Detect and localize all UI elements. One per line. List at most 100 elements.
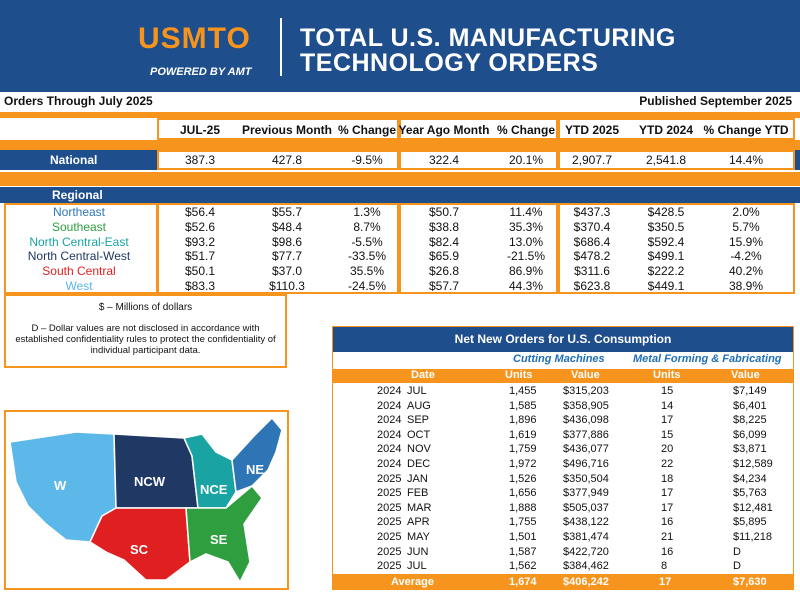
nno-col-units-2: Units xyxy=(653,369,681,381)
nno-cell-mv: D xyxy=(733,560,741,573)
nno-cell-mv: $4,234 xyxy=(733,472,767,485)
region-value: $48.4 xyxy=(271,219,303,234)
nno-cell-mu: 20 xyxy=(661,443,674,456)
nno-cell-cu: 1,587 xyxy=(509,545,537,558)
region-value: 35.3% xyxy=(508,219,544,234)
units-note: $ – Millions of dollars xyxy=(98,302,193,313)
nno-cell-cv: $381,474 xyxy=(563,531,609,543)
nno-cell-mu: 17 xyxy=(661,501,674,514)
region-name: Northeast xyxy=(52,205,106,219)
published-label: Published September 2025 xyxy=(639,94,792,108)
nno-cell-mv: $7,149 xyxy=(733,385,767,397)
column-header: % Change xyxy=(496,123,555,137)
nno-cell-cv: $358,905 xyxy=(563,399,609,412)
region-value: $55.7 xyxy=(271,205,303,219)
regional-box-ytd xyxy=(558,203,795,294)
map-region-label: NCW xyxy=(134,474,166,489)
region-value: -33.5% xyxy=(347,249,387,264)
regional-box-month xyxy=(157,203,399,294)
nno-cell-cu: 1,755 xyxy=(509,516,537,529)
nno-cell-cu: 1,656 xyxy=(509,487,537,500)
region-value: $370.4 xyxy=(573,219,611,234)
nno-cell-mu: 8 xyxy=(661,560,668,573)
notes-box: $ – Millions of dollars D – Dollar value… xyxy=(4,294,287,368)
map-region-label: NE xyxy=(246,462,265,477)
nno-cell-mu: 16 xyxy=(661,516,674,529)
national-value: 2,907.7 xyxy=(571,153,613,167)
region-name: South Central xyxy=(42,264,116,279)
nno-cell-month: APR xyxy=(407,516,430,529)
nno-col-date: Date xyxy=(411,369,435,381)
national-box-month xyxy=(157,150,399,170)
table-row: 2024 SEP 1,896 $436,098 17 $8,225 xyxy=(333,413,793,428)
national-value: 14.4% xyxy=(728,153,764,167)
nno-cell-mv: $8,225 xyxy=(733,414,767,427)
nno-cell-mv: $11,218 xyxy=(733,531,772,543)
nno-cell-cv: $496,716 xyxy=(563,458,609,470)
region-value: -21.5% xyxy=(506,249,546,264)
table-row: 2024 AUG 1,585 $358,905 14 $6,401 xyxy=(333,399,793,414)
nno-cell-mv: $5,895 xyxy=(733,516,767,529)
national-value: 427.8 xyxy=(271,153,303,167)
nno-cell-year: 2025 xyxy=(377,472,402,485)
nno-cell-year: 2024 xyxy=(377,458,402,470)
region-value: $56.4 xyxy=(184,205,216,219)
region-value: $52.6 xyxy=(184,219,216,234)
nno-cell-mv: $5,763 xyxy=(733,487,767,500)
column-header: % Change YTD xyxy=(703,123,789,137)
nno-cell-cu: 1,888 xyxy=(509,501,537,514)
nno-cell-mv: $12,589 xyxy=(733,458,773,470)
nno-cell-year: 2024 xyxy=(377,385,402,397)
region-value: -4.2% xyxy=(730,249,762,264)
regional-band xyxy=(0,187,800,203)
region-value: $82.4 xyxy=(428,234,460,249)
nno-cell-cu: 1,759 xyxy=(509,443,537,456)
regional-box-year-ago xyxy=(399,203,558,294)
region-value: $311.6 xyxy=(574,264,610,279)
table-row: 2025 APR 1,755 $438,122 16 $5,895 xyxy=(333,515,793,530)
nno-cell-mv: $6,401 xyxy=(733,399,767,412)
region-value: -5.5% xyxy=(351,234,383,249)
usmto-logo: USMTO xyxy=(138,22,251,55)
nno-cell-cv: $350,504 xyxy=(563,472,609,485)
region-name: North Central-West xyxy=(27,249,131,264)
region-value: $50.7 xyxy=(428,205,460,219)
region-value: $57.7 xyxy=(428,279,460,293)
nno-cell-mu: 15 xyxy=(661,428,674,441)
nno-cell-year: 2025 xyxy=(377,487,402,500)
region-value: $50.1 xyxy=(184,264,216,279)
avg-label: Average xyxy=(391,576,435,588)
nno-cell-year: 2024 xyxy=(377,414,402,427)
region-value: 5.7% xyxy=(732,219,760,234)
region-value: 44.3% xyxy=(508,279,544,293)
orange-band-top xyxy=(0,112,800,118)
column-header: Previous Month xyxy=(241,123,332,137)
nno-cell-year: 2025 xyxy=(377,545,402,558)
nno-cell-mu: 17 xyxy=(661,414,674,427)
nno-column-header: Date Units Value Units Value xyxy=(333,369,793,383)
nno-cell-month: FEB xyxy=(407,487,429,500)
nno-cell-mv: $3,871 xyxy=(733,443,767,456)
nno-cell-year: 2025 xyxy=(377,501,402,514)
national-value: -9.5% xyxy=(351,153,383,167)
nno-cell-month: SEP xyxy=(407,414,430,427)
net-new-orders-title: Net New Orders for U.S. Consumption xyxy=(333,327,793,352)
national-label: National xyxy=(50,153,98,167)
national-value: 387.3 xyxy=(184,153,216,167)
col-group-year-ago xyxy=(399,118,558,140)
nno-cell-mu: 21 xyxy=(661,531,674,543)
map-svg xyxy=(9,416,283,584)
region-value: $51.7 xyxy=(184,249,216,264)
nno-cell-cv: $436,077 xyxy=(563,443,609,456)
region-value: 86.9% xyxy=(508,264,544,279)
region-value: -24.5% xyxy=(347,279,387,293)
nno-cell-cv: $438,122 xyxy=(563,516,609,529)
header-banner: USMTO POWERED BY AMT TOTAL U.S. MANUFACT… xyxy=(0,0,800,92)
column-header: YTD 2025 xyxy=(564,123,620,137)
region-value: 8.7% xyxy=(353,219,381,234)
us-region-map: W NCW NCE NE SC SE xyxy=(4,410,289,590)
col-group-month xyxy=(157,118,399,140)
region-se-shape xyxy=(185,484,263,584)
nno-cell-cu: 1,455 xyxy=(509,385,537,397)
region-value: $592.4 xyxy=(647,234,685,249)
